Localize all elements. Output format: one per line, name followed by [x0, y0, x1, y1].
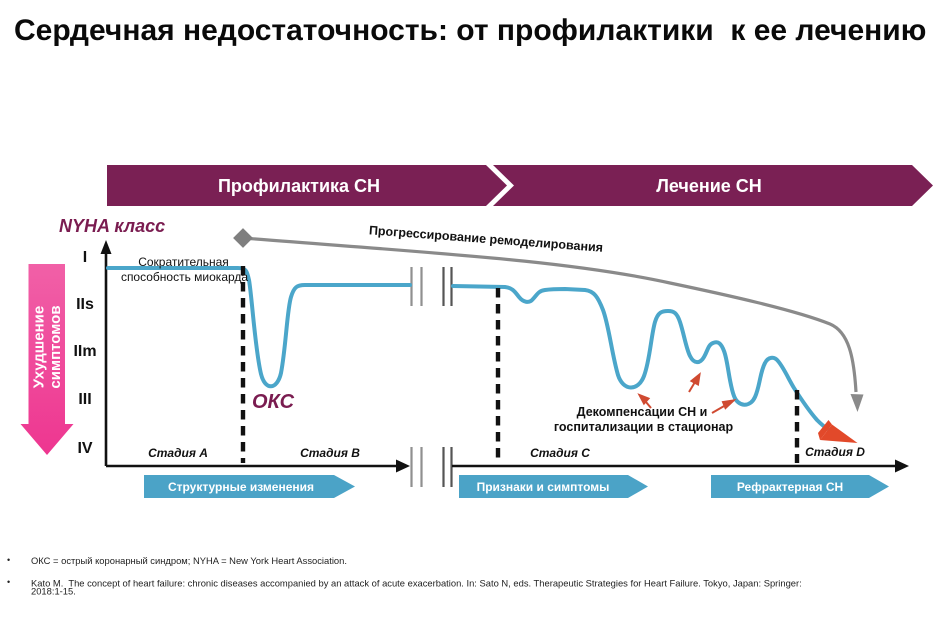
svg-text:Рефрактерная СН: Рефрактерная СН: [737, 480, 843, 494]
svg-text:I: I: [83, 249, 87, 266]
svg-text:Декомпенсации СН и: Декомпенсации СН и: [577, 405, 708, 419]
svg-text:NYHA класс: NYHA класс: [59, 216, 165, 236]
svg-text:IIs: IIs: [76, 296, 94, 313]
svg-text:III: III: [78, 391, 91, 408]
svg-text:Kato M. The concept of heart: Kato M. The concept of heart failure: ch…: [31, 578, 802, 589]
svg-text:Лечение СН: Лечение СН: [656, 176, 762, 196]
svg-text:госпитализации в стационар: госпитализации в стационар: [554, 420, 734, 434]
svg-text:Стадия C: Стадия C: [530, 446, 590, 460]
svg-text:Профилактика СН: Профилактика СН: [218, 176, 380, 196]
svg-text:Стадия A: Стадия A: [148, 446, 208, 460]
svg-text:Признаки и симптомы: Признаки и симптомы: [477, 480, 610, 494]
svg-text:2018:1-15.: 2018:1-15.: [31, 586, 76, 597]
svg-text:Сердечная недостаточность: от: Сердечная недостаточность: от профилакти…: [14, 14, 926, 47]
svg-text:Стадия D: Стадия D: [805, 445, 865, 459]
svg-text:•: •: [7, 555, 10, 565]
svg-text:•: •: [7, 577, 10, 587]
svg-text:IIm: IIm: [73, 343, 96, 360]
svg-text:симптомов: симптомов: [47, 305, 64, 388]
svg-text:Сократительная: Сократительная: [138, 255, 229, 269]
svg-text:ОКС = острый коронарный синдро: ОКС = острый коронарный синдром; NYHA = …: [31, 555, 347, 566]
svg-text:Структурные изменения: Структурные изменения: [168, 480, 314, 494]
svg-text:способность миокарда: способность миокарда: [121, 270, 248, 284]
svg-text:IV: IV: [77, 440, 92, 457]
svg-text:ОКС: ОКС: [252, 391, 295, 413]
svg-text:Ухудшение: Ухудшение: [31, 306, 48, 388]
svg-text:Стадия B: Стадия B: [300, 446, 360, 460]
